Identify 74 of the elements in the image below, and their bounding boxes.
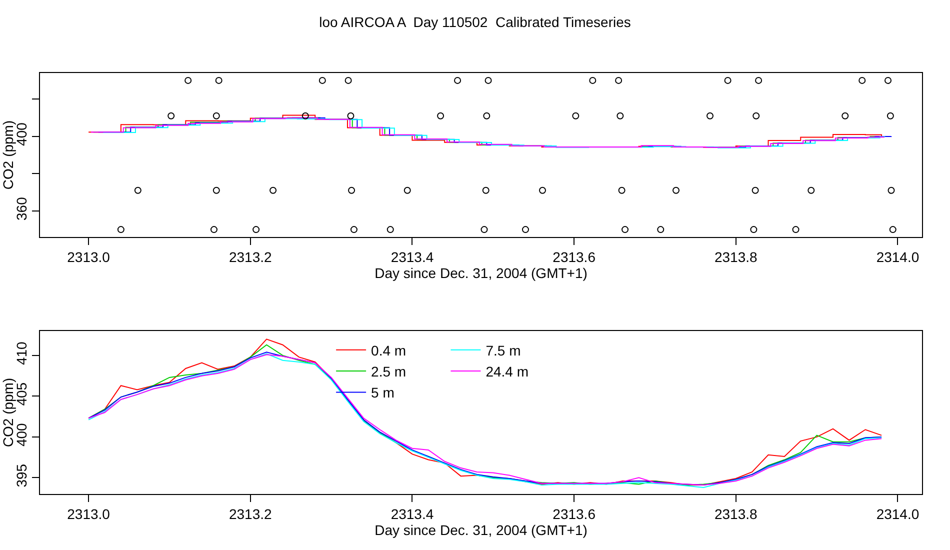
point: [889, 226, 896, 234]
point: [404, 186, 411, 194]
x-tick-label: 2314.0: [876, 506, 920, 522]
point: [215, 76, 222, 84]
y-tick-label: 400: [13, 422, 30, 447]
point: [480, 226, 488, 234]
point: [252, 226, 260, 234]
point: [348, 186, 356, 194]
point: [755, 76, 762, 84]
point: [539, 186, 546, 194]
y-axis-title: CO2 (ppm): [0, 378, 16, 448]
point: [724, 76, 732, 84]
point: [350, 226, 358, 234]
point: [884, 76, 892, 84]
point: [750, 226, 758, 234]
point: [792, 226, 800, 234]
point: [347, 112, 354, 120]
y-tick-label: 410: [13, 341, 30, 366]
y-tick-label: 360: [13, 196, 30, 220]
point: [657, 226, 664, 234]
point: [344, 76, 352, 84]
point: [184, 76, 192, 84]
point: [752, 186, 759, 194]
x-tick-label: 2313.2: [228, 506, 272, 522]
x-tick-label: 2313.0: [67, 506, 110, 522]
point: [616, 112, 624, 120]
x-tick-label: 2313.4: [390, 506, 434, 522]
point: [752, 112, 760, 120]
point: [212, 112, 220, 120]
chart-title: loo AIRCOA A Day 110502 Calibrated Timeseries: [319, 14, 631, 30]
legend-label: 0.4 m: [371, 342, 406, 358]
x-tick-label: 2313.8: [714, 506, 758, 522]
x-tick-label: 2313.6: [552, 506, 596, 522]
point: [483, 112, 490, 120]
point: [572, 112, 580, 120]
point: [386, 226, 394, 234]
x-tick-label: 2313.0: [67, 248, 110, 265]
x-axis-title: Day since Dec. 31, 2004 (GMT+1): [374, 264, 588, 281]
point: [484, 76, 492, 84]
point: [615, 76, 622, 84]
point: [318, 76, 326, 84]
point: [808, 186, 815, 194]
point: [168, 112, 175, 120]
x-tick-label: 2314.0: [876, 248, 920, 265]
y-axis-title: CO2 (ppm): [0, 120, 16, 190]
point: [134, 186, 142, 194]
point: [522, 226, 529, 234]
point: [618, 186, 626, 194]
point: [589, 76, 596, 84]
point: [270, 186, 277, 194]
point: [210, 226, 218, 234]
point: [454, 76, 462, 84]
point: [622, 226, 629, 234]
point: [842, 112, 849, 120]
x-tick-label: 2313.8: [714, 248, 758, 265]
legend-label: 2.5 m: [371, 364, 406, 380]
y-tick-label: 395: [13, 464, 30, 488]
x-axis-title: Day since Dec. 31, 2004 (GMT+1): [374, 522, 588, 538]
point: [482, 186, 490, 194]
point: [706, 112, 714, 120]
x-tick-label: 2313.6: [552, 248, 596, 265]
legend-label: 24.4 m: [486, 364, 529, 380]
point: [888, 186, 895, 194]
x-tick-label: 2313.4: [390, 248, 434, 265]
point: [437, 112, 444, 120]
legend-label: 5 m: [371, 384, 394, 401]
point: [886, 112, 894, 120]
legend-label: 7.5 m: [486, 342, 521, 358]
point: [858, 76, 866, 84]
point: [212, 186, 220, 194]
point: [302, 112, 309, 120]
point: [117, 226, 124, 234]
x-tick-label: 2313.2: [228, 248, 272, 265]
point: [672, 186, 680, 194]
